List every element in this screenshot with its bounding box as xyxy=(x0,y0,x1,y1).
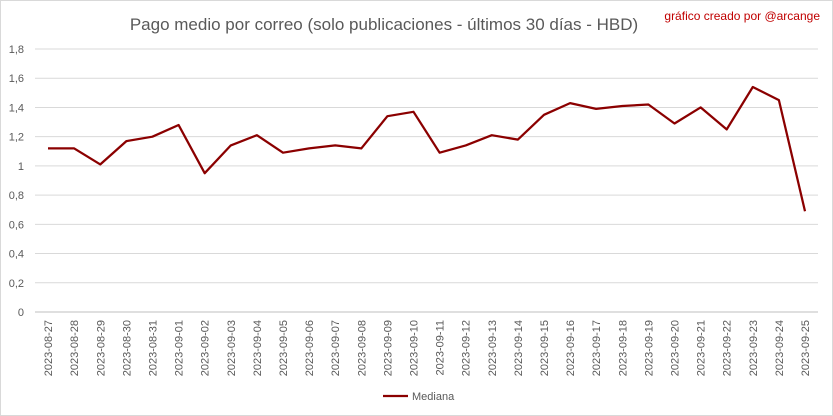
x-tick-label: 2023-08-27 xyxy=(43,320,55,376)
legend-label-mediana: Mediana xyxy=(412,391,455,403)
x-tick-label: 2023-09-08 xyxy=(356,320,368,376)
y-tick-label: 0,4 xyxy=(9,249,24,261)
y-tick-label: 0,6 xyxy=(9,219,24,231)
chart-title: Pago medio por correo (solo publicacione… xyxy=(130,15,638,34)
x-tick-label: 2023-08-28 xyxy=(69,320,81,376)
y-axis-ticks: 0 0,2 0,4 0,6 0,8 1 1,2 1,4 1,6 1,8 xyxy=(9,44,24,319)
x-tick-label: 2023-09-15 xyxy=(539,320,551,376)
y-tick-label: 1,4 xyxy=(9,102,24,114)
x-tick-label: 2023-08-31 xyxy=(147,320,159,376)
x-tick-label: 2023-09-07 xyxy=(330,320,342,376)
x-tick-label: 2023-09-01 xyxy=(174,320,186,376)
y-tick-label: 1,6 xyxy=(9,73,24,85)
y-tick-label: 0,2 xyxy=(9,278,24,290)
x-tick-label: 2023-09-03 xyxy=(226,320,238,376)
x-tick-label: 2023-09-20 xyxy=(669,320,681,376)
series-layer xyxy=(48,85,807,212)
x-tick-label: 2023-09-06 xyxy=(304,320,316,376)
x-tick-label: 2023-09-05 xyxy=(278,320,290,376)
x-tick-label: 2023-08-30 xyxy=(121,320,133,376)
x-axis-ticks: 2023-08-27 2023-08-28 2023-08-29 2023-08-30… xyxy=(43,320,812,376)
chart-credit: gráfico creado por @arcange xyxy=(664,9,820,23)
series-line-mediana xyxy=(48,85,807,212)
y-tick-label: 0,8 xyxy=(9,190,24,202)
x-tick-label: 2023-09-04 xyxy=(252,320,264,376)
x-tick-label: 2023-09-25 xyxy=(800,320,812,376)
x-tick-label: 2023-09-16 xyxy=(565,320,577,376)
y-tick-label: 0 xyxy=(18,307,24,319)
x-tick-label: 2023-09-23 xyxy=(748,320,760,376)
x-tick-label: 2023-09-12 xyxy=(461,320,473,376)
x-tick-label: 2023-09-11 xyxy=(435,320,447,375)
x-tick-label: 2023-09-18 xyxy=(617,320,629,376)
x-tick-label: 2023-09-02 xyxy=(200,320,212,376)
x-tick-label: 2023-09-19 xyxy=(643,320,655,376)
x-tick-label: 2023-09-21 xyxy=(696,320,708,376)
y-tick-label: 1,2 xyxy=(9,132,24,144)
x-tick-label: 2023-09-24 xyxy=(774,320,786,376)
grid-lines xyxy=(35,48,818,313)
legend: Mediana xyxy=(383,391,455,403)
y-tick-label: 1,8 xyxy=(9,44,24,56)
x-tick-label: 2023-09-17 xyxy=(591,320,603,376)
x-tick-label: 2023-09-22 xyxy=(722,320,734,376)
x-tick-label: 2023-09-09 xyxy=(382,320,394,376)
x-tick-label: 2023-08-29 xyxy=(95,320,107,376)
y-tick-label: 1 xyxy=(18,161,24,173)
x-tick-label: 2023-09-13 xyxy=(487,320,499,376)
x-tick-label: 2023-09-14 xyxy=(513,320,525,376)
x-tick-label: 2023-09-10 xyxy=(408,320,420,376)
